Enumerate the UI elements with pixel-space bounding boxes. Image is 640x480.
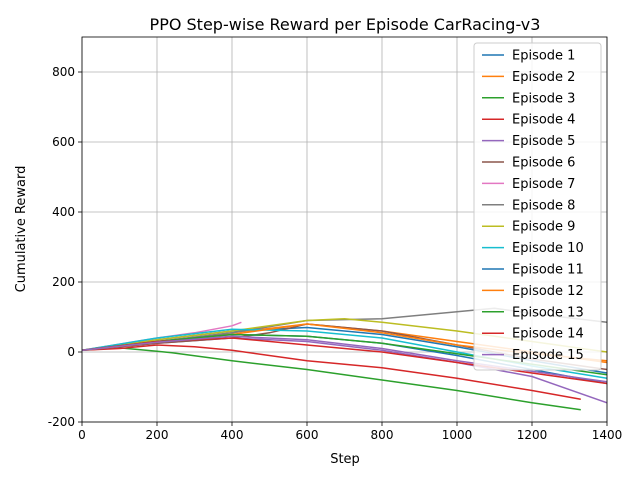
y-tick-label: 400 — [52, 205, 75, 219]
y-tick-label: 0 — [67, 345, 75, 359]
x-tick-label: 0 — [78, 428, 86, 442]
plot-area: 0 200 400 600 800 1000 1200 1400-20002004006008… — [48, 36, 623, 442]
y-tick-label: 600 — [52, 135, 75, 149]
y-axis-label: Cumulative Reward — [14, 166, 29, 293]
x-tick-label: 200 — [146, 428, 169, 442]
legend-label: Episode 11 — [512, 263, 584, 278]
legend-label: Episode 5 — [512, 134, 575, 149]
chart-title: PPO Step-wise Reward per Episode CarRaci… — [150, 15, 541, 34]
legend-label: Episode 8 — [512, 198, 575, 213]
legend-label: Episode 2 — [512, 70, 575, 85]
series-line-3 — [82, 347, 581, 411]
y-tick-label: 200 — [52, 275, 75, 289]
legend-label: Episode 12 — [512, 284, 584, 299]
legend-label: Episode 10 — [512, 241, 584, 256]
legend-box — [473, 42, 602, 371]
legend-label: Episode 4 — [512, 113, 575, 128]
x-axis-label: Step — [330, 452, 360, 467]
legend-label: Episode 7 — [512, 177, 575, 192]
y-tick-label: 800 — [52, 65, 75, 79]
legend-label: Episode 6 — [512, 156, 575, 171]
x-tick-label: 800 — [371, 428, 394, 442]
x-tick-label: 1000 — [442, 428, 473, 442]
legend-label: Episode 14 — [512, 327, 584, 342]
x-tick-label: 400 — [221, 428, 244, 442]
legend-label: Episode 15 — [512, 348, 584, 363]
axes-frame — [81, 36, 608, 423]
legend-label: Episode 3 — [512, 91, 575, 106]
legend-label: Episode 1 — [512, 49, 575, 64]
y-tick-label: -200 — [48, 415, 75, 429]
legend-label: Episode 9 — [512, 220, 575, 235]
legend-label: Episode 13 — [512, 305, 584, 320]
x-tick-label: 600 — [296, 428, 319, 442]
x-tick-label: 1400 — [592, 428, 623, 442]
x-tick-label: 1200 — [517, 428, 548, 442]
series-line-4 — [82, 344, 581, 401]
